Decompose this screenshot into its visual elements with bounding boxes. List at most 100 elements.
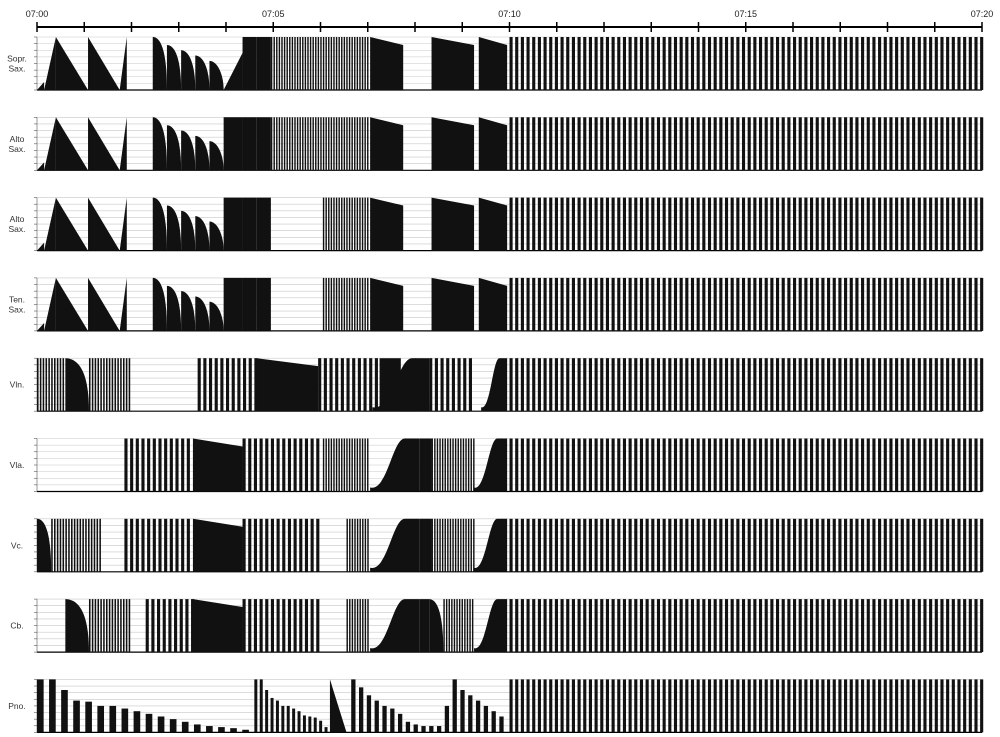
pulse-mark bbox=[622, 358, 627, 412]
pulse-mark bbox=[713, 197, 717, 251]
pulse-mark bbox=[434, 438, 436, 492]
pulse-mark bbox=[330, 197, 333, 251]
pulse-mark bbox=[974, 37, 978, 90]
pulse-mark bbox=[940, 37, 944, 90]
pulse-mark bbox=[895, 599, 899, 653]
pulse-mark bbox=[354, 197, 356, 251]
swell-event bbox=[370, 518, 420, 572]
pulse-mark bbox=[889, 438, 893, 492]
pulse-mark bbox=[719, 37, 723, 90]
pulse-mark bbox=[444, 518, 446, 572]
pulse-mark bbox=[821, 277, 825, 331]
block-event bbox=[256, 37, 271, 90]
pulse-mark bbox=[333, 37, 335, 90]
pulse-mark bbox=[634, 358, 638, 412]
pulse-mark bbox=[702, 277, 706, 331]
pulse-mark bbox=[325, 37, 327, 90]
pulse-mark bbox=[917, 197, 921, 251]
pulse-mark bbox=[673, 679, 678, 733]
decay-event bbox=[195, 55, 210, 90]
pulse-mark bbox=[147, 438, 151, 492]
pulse-mark bbox=[59, 358, 62, 412]
pulse-mark bbox=[449, 438, 452, 492]
pulse-mark bbox=[343, 197, 346, 251]
pulse-mark bbox=[804, 438, 808, 492]
pulse-mark bbox=[827, 37, 831, 90]
pulse-mark bbox=[440, 358, 444, 412]
attack-bar bbox=[390, 708, 395, 733]
pulse-mark bbox=[764, 518, 768, 572]
pulse-mark bbox=[611, 197, 615, 251]
pulse-mark bbox=[980, 117, 984, 171]
pulse-mark bbox=[713, 277, 717, 331]
pulse-mark bbox=[645, 358, 649, 412]
pulse-mark bbox=[929, 358, 933, 412]
pulse-mark bbox=[600, 197, 604, 251]
pulse-mark bbox=[934, 197, 938, 251]
pulse-mark bbox=[968, 277, 972, 331]
pulse-mark bbox=[793, 37, 797, 90]
pulse-mark bbox=[617, 37, 621, 90]
pulse-mark bbox=[872, 438, 876, 492]
pulse-mark bbox=[741, 438, 746, 492]
pulse-mark bbox=[362, 599, 364, 653]
pulse-mark bbox=[861, 117, 865, 171]
pulse-mark bbox=[912, 599, 916, 653]
ramp-event bbox=[44, 277, 56, 331]
pulse-mark bbox=[645, 197, 649, 251]
pulse-mark bbox=[152, 438, 156, 492]
pulse-mark bbox=[679, 37, 683, 90]
pulse-mark bbox=[346, 37, 348, 90]
pulse-mark bbox=[471, 599, 474, 653]
pulse-mark bbox=[980, 358, 984, 412]
ramp-event bbox=[88, 197, 120, 251]
pulse-mark bbox=[103, 599, 105, 653]
pulse-mark bbox=[968, 197, 972, 251]
instrument-label: Pno. bbox=[8, 701, 26, 711]
block-event bbox=[242, 117, 257, 171]
pulse-mark bbox=[634, 37, 638, 90]
instrument-track: Sopr. Sax. bbox=[7, 36, 984, 91]
pulse-mark bbox=[117, 599, 119, 653]
pulse-mark bbox=[509, 518, 513, 572]
attack-bar bbox=[49, 679, 56, 733]
pulse-mark bbox=[957, 358, 961, 412]
pulse-mark bbox=[367, 37, 369, 90]
pulse-mark bbox=[957, 117, 961, 171]
pulse-mark bbox=[866, 438, 870, 492]
pulse-mark bbox=[532, 679, 536, 733]
pulse-mark bbox=[900, 599, 904, 653]
pulse-mark bbox=[96, 518, 99, 572]
pulse-mark bbox=[571, 358, 575, 412]
pulse-mark bbox=[364, 277, 366, 331]
pulse-mark bbox=[537, 197, 541, 251]
pulse-mark bbox=[929, 117, 933, 171]
pulse-mark bbox=[169, 518, 173, 572]
pulse-mark bbox=[906, 277, 910, 331]
pulse-mark bbox=[793, 518, 797, 572]
pulse-mark bbox=[315, 37, 317, 90]
pulse-mark bbox=[719, 599, 723, 653]
pulse-mark bbox=[753, 117, 757, 171]
pulse-mark bbox=[787, 37, 791, 90]
swell-event bbox=[474, 518, 508, 572]
pulse-mark bbox=[162, 599, 166, 653]
pulse-mark bbox=[906, 37, 910, 90]
pulse-mark bbox=[940, 438, 944, 492]
pulse-mark bbox=[878, 197, 882, 251]
pulse-mark bbox=[690, 358, 695, 412]
pulse-mark bbox=[946, 37, 950, 90]
pulse-mark bbox=[99, 518, 101, 572]
pulse-mark bbox=[179, 599, 183, 653]
decay-event bbox=[152, 197, 167, 251]
pulse-mark bbox=[543, 599, 547, 653]
pulse-mark bbox=[912, 197, 916, 251]
pulse-mark bbox=[775, 117, 780, 171]
instrument-track: Ten. Sax. bbox=[8, 277, 984, 332]
pulse-mark bbox=[359, 197, 361, 251]
pulse-mark bbox=[571, 599, 575, 653]
pulse-mark bbox=[775, 197, 780, 251]
pulse-mark bbox=[895, 117, 899, 171]
pulse-mark bbox=[605, 599, 610, 653]
attack-bar bbox=[265, 690, 269, 733]
